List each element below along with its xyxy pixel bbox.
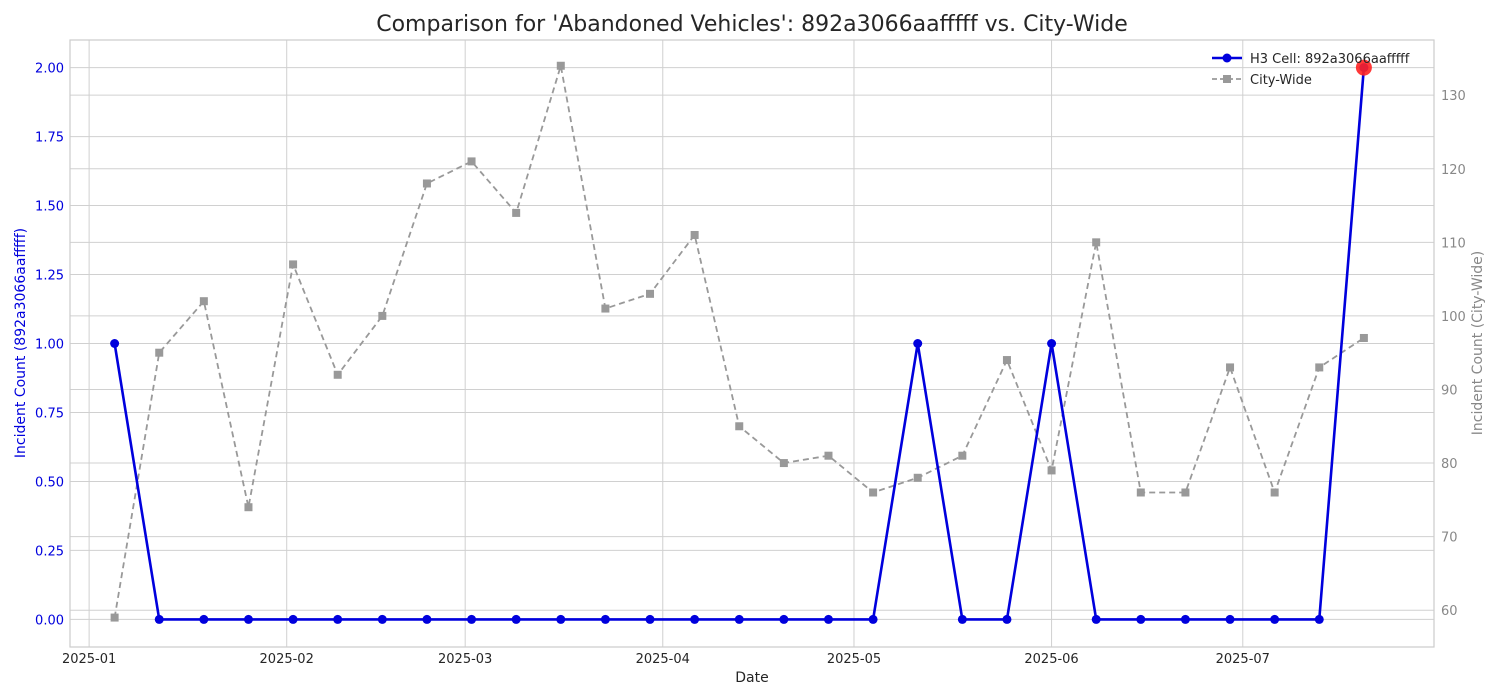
h3-cell-point	[1270, 614, 1280, 624]
x-tick-label: 2025-02	[260, 652, 314, 667]
h3-cell-point	[333, 614, 343, 624]
legend-h3-marker	[1222, 53, 1232, 63]
h3-cell-point	[1091, 614, 1101, 624]
citywide-point	[690, 230, 699, 239]
citywide-point	[1002, 356, 1011, 365]
citywide-point	[378, 311, 387, 320]
citywide-point	[422, 179, 431, 188]
y-right-tick-label: 70	[1441, 531, 1458, 546]
h3-cell-point	[288, 614, 298, 624]
y-left-tick-label: 1.25	[35, 269, 64, 284]
y-left-tick-label: 1.75	[35, 131, 64, 146]
citywide-point	[1181, 488, 1190, 497]
x-tick-label: 2025-05	[827, 652, 881, 667]
legend: H3 Cell: 892a3066aafffff City-Wide	[1212, 52, 1410, 88]
h3-cell-point	[422, 614, 432, 624]
x-tick-label: 2025-07	[1216, 652, 1270, 667]
tick-labels: 2025-01 2025-02 2025-03 2025-04 2025-05 2025-…	[35, 62, 1466, 667]
chart-title: Comparison for 'Abandoned Vehicles': 892…	[376, 12, 1128, 37]
legend-citywide-label: City-Wide	[1250, 73, 1312, 88]
h3-cell-point	[1314, 614, 1324, 624]
h3-cell-point	[690, 614, 700, 624]
h3-cell-point	[734, 614, 744, 624]
series-layer	[110, 59, 1372, 624]
h3-cell-point	[779, 614, 789, 624]
h3-cell-point	[377, 614, 387, 624]
h3-cell-point	[1047, 339, 1057, 348]
y-right-tick-label: 120	[1441, 163, 1466, 178]
h3-cell-point	[600, 614, 610, 624]
citywide-point	[601, 304, 610, 313]
h3-cell-point	[199, 614, 209, 624]
citywide-point	[913, 473, 922, 482]
y-right-tick-label: 130	[1441, 89, 1466, 104]
x-tick-label: 2025-01	[62, 652, 116, 667]
left-y-axis-title: Incident Count (892a3066aafffff)	[13, 228, 29, 458]
citywide-point	[1047, 466, 1056, 475]
citywide-point	[646, 289, 655, 298]
x-tick-label: 2025-03	[438, 652, 492, 667]
citywide-line	[113, 65, 1365, 618]
citywide-point	[1315, 363, 1324, 372]
h3-cell-point	[645, 614, 655, 624]
citywide-point	[735, 422, 744, 431]
y-right-tick-label: 100	[1441, 310, 1466, 325]
citywide-point	[333, 370, 342, 379]
h3-cell-point	[1002, 614, 1012, 624]
h3-cell-point	[1225, 614, 1235, 624]
citywide-point	[110, 613, 119, 622]
h3-cell-point	[823, 614, 833, 624]
citywide-point	[869, 488, 878, 497]
citywide-point	[244, 503, 253, 512]
citywide-point	[289, 260, 298, 269]
y-left-tick-label: 0.25	[35, 544, 64, 559]
y-right-tick-label: 80	[1441, 457, 1458, 472]
y-left-tick-label: 0.00	[35, 613, 64, 628]
y-left-tick-label: 1.50	[35, 200, 64, 215]
right-y-axis-title: Incident Count (City-Wide)	[1470, 251, 1486, 435]
y-left-tick-label: 1.00	[35, 338, 64, 353]
x-tick-label: 2025-06	[1024, 652, 1078, 667]
x-axis-title: Date	[735, 670, 768, 686]
h3-cell-point	[1136, 614, 1146, 624]
h3-cell-point	[1180, 614, 1190, 624]
citywide-point	[155, 348, 164, 357]
y-left-tick-label: 2.00	[35, 62, 64, 77]
h3-cell-point	[556, 614, 566, 624]
citywide-point	[1136, 488, 1145, 497]
citywide-point	[1226, 363, 1235, 372]
y-right-tick-label: 110	[1441, 236, 1466, 251]
citywide-point	[199, 297, 208, 306]
plot-frame	[69, 39, 1435, 648]
h3-cell-point	[154, 614, 164, 624]
citywide-point	[1359, 333, 1368, 342]
citywide-point	[1270, 488, 1279, 497]
h3-cell-point	[868, 614, 878, 624]
h3-cell-point	[110, 339, 120, 348]
y-left-tick-label: 0.75	[35, 406, 64, 421]
legend-citywide-marker	[1223, 75, 1231, 83]
h3-cell-point	[913, 339, 923, 348]
y-right-tick-label: 60	[1441, 604, 1458, 619]
citywide-point	[779, 459, 788, 468]
h3-cell-point	[511, 614, 521, 624]
grid-lines	[70, 40, 1434, 647]
highlight-point	[1355, 59, 1372, 76]
citywide-point	[1092, 238, 1101, 247]
citywide-point	[512, 208, 521, 217]
legend-h3-label: H3 Cell: 892a3066aafffff	[1250, 52, 1410, 67]
x-tick-label: 2025-04	[636, 652, 690, 667]
citywide-point	[958, 451, 967, 460]
citywide-point	[556, 61, 565, 70]
y-left-tick-label: 0.50	[35, 475, 64, 490]
citywide-point	[467, 157, 476, 166]
h3-cell-point	[467, 614, 477, 624]
y-right-tick-label: 90	[1441, 383, 1458, 398]
h3-cell-point	[957, 614, 967, 624]
citywide-point	[824, 451, 833, 460]
h3-cell-point	[243, 614, 253, 624]
